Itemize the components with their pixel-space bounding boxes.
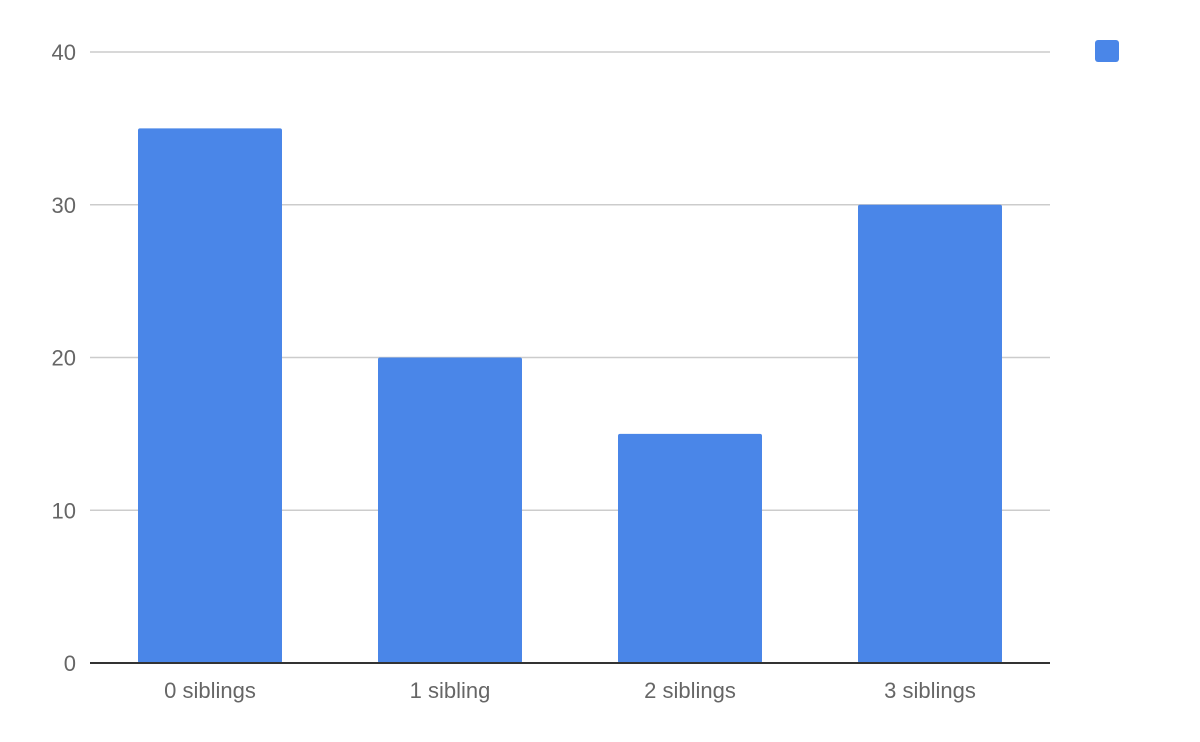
x-tick-label: 2 siblings [644,678,736,703]
x-tick-label: 0 siblings [164,678,256,703]
bar-0-siblings [138,128,282,663]
legend [1095,40,1119,62]
bars-layer [138,128,1002,663]
x-axis-tick-labels: 0 siblings 1 sibling 2 siblings 3 siblings [164,678,976,703]
x-tick-label: 1 sibling [410,678,491,703]
legend-swatch [1095,40,1119,62]
bar-3-siblings [858,204,1002,663]
bar-1-sibling [378,357,522,663]
y-tick-label: 30 [52,193,76,218]
y-axis-tick-labels: 0 10 20 30 40 [52,40,76,676]
y-tick-label: 20 [52,346,76,371]
y-tick-label: 40 [52,40,76,65]
x-tick-label: 3 siblings [884,678,976,703]
bar-2-siblings [618,433,762,663]
y-tick-label: 0 [64,651,76,676]
y-tick-label: 10 [52,498,76,523]
